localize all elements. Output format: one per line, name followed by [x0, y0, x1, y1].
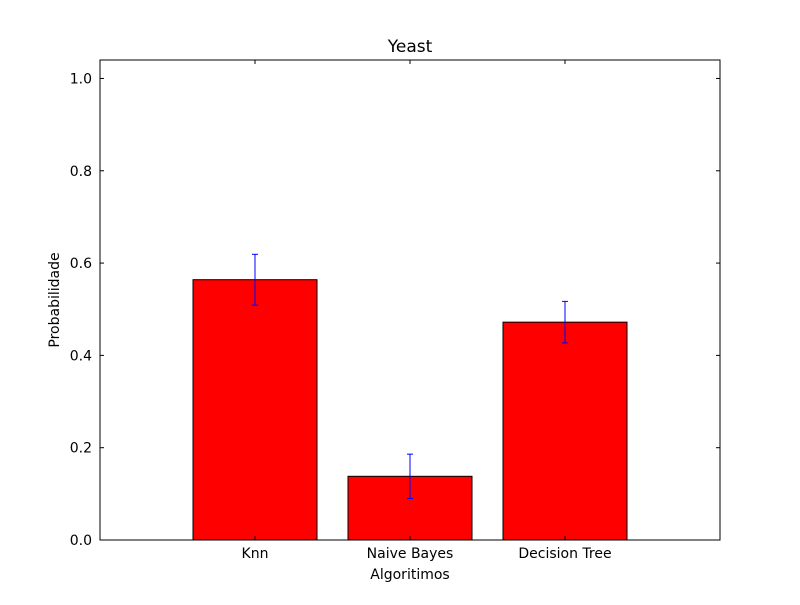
chart-title: Yeast — [387, 37, 433, 57]
x-tick-label-naive-bayes: Naive Bayes — [367, 546, 454, 562]
x-axis-label: Algoritimos — [370, 567, 449, 583]
y-tick-label: 0.6 — [70, 256, 92, 272]
y-axis-label: Probabilidade — [47, 252, 63, 347]
y-tick-label: 0.2 — [70, 441, 92, 457]
error-bars-layer — [252, 253, 568, 499]
bars-layer — [192, 279, 628, 541]
y-tick-label: 0.0 — [70, 533, 92, 549]
x-tick-label-knn: Knn — [242, 546, 269, 562]
y-tick-label: 0.8 — [70, 164, 92, 180]
y-tick-label: 0.4 — [70, 348, 92, 364]
ticks-layer: Knn Naive Bayes Decision Tree 0.0 0.2 0.4 0.6 0… — [70, 60, 720, 562]
bar-decision-tree — [502, 321, 628, 541]
y-tick-label: 1.0 — [70, 71, 92, 87]
bar-knn — [192, 279, 318, 541]
x-tick-label-decision-tree: Decision Tree — [518, 546, 611, 562]
